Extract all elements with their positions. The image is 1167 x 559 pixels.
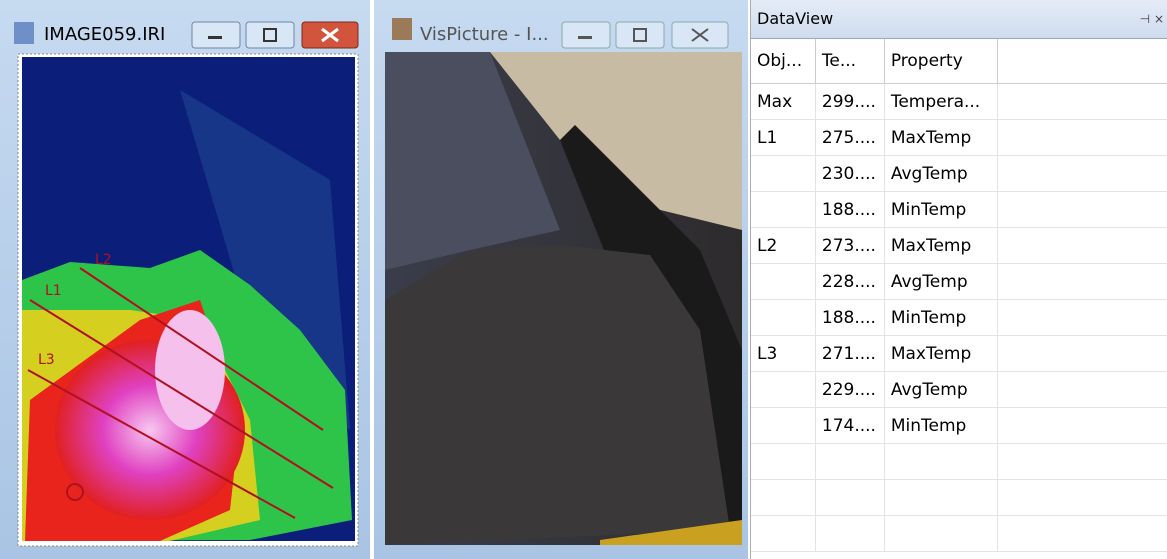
cell [751, 372, 815, 408]
cell-filler [997, 300, 1167, 336]
cell-filler [751, 444, 815, 480]
line-label: L3 [38, 352, 55, 368]
cell: MaxTemp [884, 120, 997, 156]
cell-filler [751, 516, 815, 552]
cell-filler [997, 264, 1167, 300]
cell: 299.... [815, 84, 884, 120]
cell: 188.... [815, 192, 884, 228]
empty-row [751, 516, 1167, 552]
column-header[interactable]: Obj... [751, 39, 815, 84]
maximize-button[interactable] [616, 22, 664, 48]
cell: Tempera... [884, 84, 997, 120]
data-row[interactable]: 228....AvgTemp [751, 264, 1167, 300]
cell: 273.... [815, 228, 884, 264]
cell: L2 [751, 228, 815, 264]
cell [751, 192, 815, 228]
cell: 174.... [815, 408, 884, 444]
data-row[interactable]: 188....MinTemp [751, 192, 1167, 228]
maximize-button[interactable] [246, 22, 294, 48]
data-row[interactable]: 229....AvgTemp [751, 372, 1167, 408]
window-title: VisPicture - I... [420, 24, 549, 45]
cell-filler [997, 480, 1167, 516]
cell: L3 [751, 336, 815, 372]
line-label: L2 [95, 252, 112, 268]
data-row[interactable]: 230....AvgTemp [751, 156, 1167, 192]
cell: 271.... [815, 336, 884, 372]
cell: MinTemp [884, 408, 997, 444]
line-label: L1 [45, 283, 62, 299]
cell: MinTemp [884, 300, 997, 336]
cell: AvgTemp [884, 264, 997, 300]
cell-filler [997, 516, 1167, 552]
cell [751, 156, 815, 192]
cell: 275.... [815, 120, 884, 156]
dataview-panel: DataView⊣ × Obj...Te...PropertyMax299...… [750, 0, 1167, 559]
cell-filler [997, 228, 1167, 264]
column-filler [997, 39, 1167, 84]
cell-filler [815, 516, 884, 552]
cell [751, 408, 815, 444]
minimize-button[interactable] [562, 22, 610, 48]
cell-filler [997, 372, 1167, 408]
empty-row [751, 480, 1167, 516]
cell: 230.... [815, 156, 884, 192]
minimize-button[interactable] [192, 22, 240, 48]
column-header[interactable]: Te... [815, 39, 884, 84]
empty-row [751, 444, 1167, 480]
thermal-hotspot [155, 310, 225, 430]
cell-filler [884, 480, 997, 516]
cell-filler [884, 444, 997, 480]
cell: 228.... [815, 264, 884, 300]
cell-filler [997, 84, 1167, 120]
cell-filler [815, 480, 884, 516]
cell: AvgTemp [884, 156, 997, 192]
cell-filler [997, 444, 1167, 480]
screen: IMAGE059.IRI L2 L1 L3 VisPicture - I... … [0, 0, 1167, 559]
app-icon [392, 18, 412, 40]
window-title: IMAGE059.IRI [44, 24, 165, 45]
cell-filler [751, 480, 815, 516]
column-header[interactable]: Property [884, 39, 997, 84]
cell: 188.... [815, 300, 884, 336]
cell-filler [997, 408, 1167, 444]
pin-icon[interactable]: ⊣ × [1140, 0, 1164, 38]
cell: AvgTemp [884, 372, 997, 408]
cell-filler [997, 120, 1167, 156]
minimize-icon [578, 36, 592, 39]
panel-title: DataView ⊣ × [751, 0, 1167, 39]
cell: L1 [751, 120, 815, 156]
minimize-icon [208, 36, 222, 39]
cell [751, 300, 815, 336]
cell: MinTemp [884, 192, 997, 228]
panel-title-text: DataView [757, 9, 833, 28]
data-row[interactable]: 174....MinTemp [751, 408, 1167, 444]
header-row: Obj...Te...Property [751, 39, 1167, 84]
cell: 229.... [815, 372, 884, 408]
cell-filler [997, 156, 1167, 192]
cell: Max [751, 84, 815, 120]
cell: MaxTemp [884, 336, 997, 372]
cell-filler [884, 516, 997, 552]
file-icon [14, 22, 34, 44]
cell: MaxTemp [884, 228, 997, 264]
cell-filler [815, 444, 884, 480]
cell-filler [997, 336, 1167, 372]
cell-filler [997, 192, 1167, 228]
image-windows: IMAGE059.IRI L2 L1 L3 VisPicture - I... [0, 0, 750, 559]
data-row[interactable]: 188....MinTemp [751, 300, 1167, 336]
cell [751, 264, 815, 300]
